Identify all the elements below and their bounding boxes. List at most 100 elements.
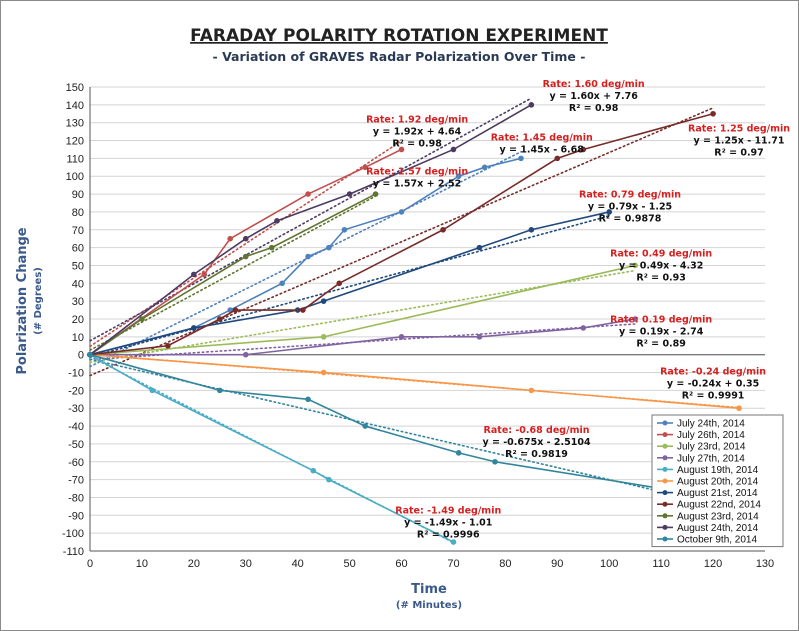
y-tick-label: 30 (72, 296, 84, 308)
y-tick-label: 20 (72, 314, 84, 326)
data-point (87, 351, 93, 358)
data-point (149, 387, 156, 394)
y-tick-label: -40 (68, 421, 84, 433)
data-point (217, 316, 223, 322)
annotation-r-squared: R² = 0.98 (569, 103, 619, 114)
data-point (346, 191, 353, 197)
x-tick-label: 20 (188, 558, 200, 570)
y-tick-label: -100 (62, 528, 84, 540)
series-line (89, 353, 662, 490)
legend-entry: October 9th, 2014 (677, 535, 757, 546)
y-tick-label: 100 (66, 171, 84, 183)
legend-swatch-marker (662, 490, 668, 496)
data-point (492, 458, 498, 465)
data-point (320, 369, 327, 376)
trendline (89, 107, 714, 377)
legend-entry: August 21st, 2014 (677, 488, 758, 499)
annotation-r-squared: R² = 0.9878 (599, 214, 662, 225)
data-point (279, 280, 285, 287)
annotation-rate: Rate: -0.68 deg/min (484, 425, 590, 436)
annotation-rate: Rate: 1.45 deg/min (491, 133, 593, 144)
series-line (90, 318, 636, 356)
data-point (274, 218, 280, 224)
data-point (362, 423, 368, 429)
y-tick-label: -110 (63, 546, 84, 558)
annotation-equation: y = 1.57x + 2.52 (373, 178, 461, 189)
series-line (89, 112, 714, 356)
data-point (139, 316, 145, 322)
annotation-equation: y = 0.79x - 1.25 (588, 202, 672, 213)
chart-subtitle: - Variation of GRAVES Radar Polarization… (213, 49, 586, 64)
y-tick-label: 140 (66, 100, 84, 112)
annotation-equation: y = 1.25x - 11.71 (694, 136, 785, 147)
legend-swatch-marker (662, 432, 668, 438)
data-point (450, 539, 457, 545)
data-point (242, 351, 249, 358)
x-tick-label: 120 (704, 558, 722, 570)
legend-swatch-marker (662, 524, 668, 530)
legend-swatch-marker (662, 536, 668, 542)
data-point (398, 209, 405, 215)
trendline (89, 215, 611, 358)
data-point (227, 235, 233, 242)
annotation-r-squared: R² = 0.97 (714, 148, 764, 159)
y-axis-title: Polarization Change (15, 227, 30, 374)
data-point (305, 396, 311, 403)
data-point (336, 280, 343, 287)
data-point (710, 110, 716, 117)
legend-entry: August 19th, 2014 (677, 465, 759, 476)
data-point (440, 226, 446, 233)
data-point (310, 467, 317, 474)
data-point (455, 173, 462, 180)
y-tick-label: -20 (68, 385, 84, 397)
annotation-rate: Rate: 1.92 deg/min (366, 115, 468, 126)
annotation-equation: y = -1.49x - 1.01 (404, 518, 492, 529)
data-point (528, 226, 535, 233)
annotation-equation: y = -0.675x - 2.5104 (482, 437, 590, 448)
data-point (580, 146, 587, 153)
data-point (191, 325, 197, 331)
legend-swatch-marker (662, 501, 668, 507)
data-point (528, 102, 535, 108)
legend-entry: August 23rd, 2014 (677, 511, 759, 522)
data-point (528, 387, 535, 394)
annotation-rate: Rate: 0.79 deg/min (579, 190, 681, 201)
data-point (305, 253, 311, 260)
annotation-rate: Rate: 1.57 deg/min (366, 166, 468, 177)
legend-entry: July 27th, 2014 (677, 453, 745, 464)
annotation-rate: Rate: 0.19 deg/min (610, 315, 712, 326)
data-point (481, 164, 488, 171)
y-tick-label: 10 (72, 332, 84, 344)
data-point (606, 209, 613, 215)
x-tick-label: 40 (292, 558, 304, 570)
annotation-r-squared: R² = 0.9819 (505, 449, 568, 460)
legend-entry: July 26th, 2014 (677, 430, 745, 441)
data-point (201, 271, 208, 278)
y-tick-label: 90 (72, 189, 84, 201)
x-tick-label: 110 (652, 558, 670, 570)
data-point (268, 244, 275, 251)
data-point (326, 244, 332, 251)
data-point (476, 244, 483, 251)
y-tick-label: -80 (68, 492, 84, 504)
legend-swatch-marker (662, 466, 668, 472)
data-point (242, 253, 249, 260)
legend-swatch-marker (662, 455, 668, 461)
y-tick-label: 110 (66, 153, 84, 165)
annotation-rate: Rate: -0.24 deg/min (660, 366, 766, 377)
legend-swatch-marker (662, 478, 668, 484)
data-point (736, 405, 742, 412)
legend-swatch-marker (662, 420, 668, 426)
trendline (89, 323, 636, 361)
data-point (320, 298, 327, 304)
x-tick-label: 60 (395, 558, 407, 570)
data-point (232, 307, 239, 313)
data-point (518, 155, 524, 162)
x-tick-label: 70 (447, 558, 459, 570)
x-axis-subtitle: (# Minutes) (396, 600, 462, 611)
data-point (632, 316, 638, 322)
data-series (87, 102, 742, 545)
annotation-equation: y = 1.45x - 6.68 (500, 145, 585, 156)
